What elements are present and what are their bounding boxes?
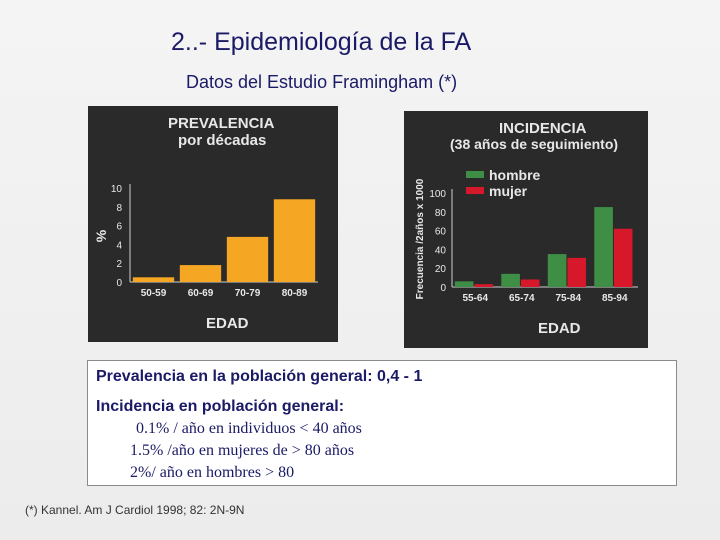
chart-title: INCIDENCIA: [499, 120, 587, 137]
info-item: 0.1% / año en individuos < 40 años: [136, 420, 362, 437]
y-tick-label: 100: [429, 189, 446, 200]
bar-hombre: [501, 273, 520, 287]
legend-label: hombre: [489, 167, 541, 183]
bar-mujer: [613, 228, 633, 287]
y-tick-label: 20: [435, 264, 447, 275]
info-incidencia: Incidencia en población general:: [96, 398, 345, 415]
bar-mujer: [567, 257, 586, 287]
legend-swatch: [466, 187, 484, 194]
y-tick-label: 2: [116, 259, 122, 270]
bar: [273, 199, 316, 282]
bar-hombre: [547, 254, 567, 287]
legend-swatch: [466, 171, 484, 178]
info-prevalencia: Prevalencia en la población general: 0,4…: [96, 368, 423, 385]
bar-mujer: [520, 279, 540, 287]
y-tick-label: 10: [111, 184, 123, 195]
info-item: 2%/ año en hombres > 80: [130, 464, 295, 481]
x-tick-label: 55-64: [462, 293, 488, 304]
y-tick-label: 40: [435, 245, 447, 256]
y-tick-label: 0: [116, 278, 122, 289]
chart-title: PREVALENCIA: [168, 115, 275, 132]
x-tick-label: 60-69: [188, 288, 214, 299]
y-tick-label: 4: [116, 240, 122, 251]
y-tick-label: 8: [116, 203, 122, 214]
x-axis-label: EDAD: [206, 315, 249, 332]
chart-subtitle: por décadas: [178, 132, 266, 149]
x-tick-label: 75-84: [555, 293, 581, 304]
chart-subtitle: (38 años de seguimiento): [450, 136, 618, 152]
y-tick-label: 80: [435, 208, 447, 219]
x-tick-label: 65-74: [509, 293, 535, 304]
y-tick-label: 0: [440, 283, 446, 294]
bar: [179, 265, 222, 282]
footnote: (*) Kannel. Am J Cardiol 1998; 82: 2N-9N: [25, 503, 245, 517]
y-axis-label: %: [93, 229, 109, 242]
bar-mujer: [474, 284, 493, 287]
x-tick-label: 85-94: [602, 293, 628, 304]
page-title: 2..- Epidemiología de la FA: [171, 28, 472, 56]
info-box: Prevalencia en la población general: 0,4…: [87, 360, 677, 486]
bar-hombre: [594, 207, 613, 287]
info-item: 1.5% /año en mujeres de > 80 años: [130, 442, 355, 459]
bar: [132, 277, 175, 282]
y-axis-label: Frecuencia /2años x 1000: [415, 178, 426, 299]
legend-label: mujer: [489, 183, 528, 199]
y-tick-label: 6: [116, 222, 122, 233]
x-axis-label: EDAD: [538, 320, 581, 337]
prevalencia-chart: PREVALENCIA por décadas 0 2 4 6 8 10% 50-59 60-69…: [88, 106, 338, 342]
page-subtitle: Datos del Estudio Framingham (*): [186, 72, 458, 92]
incidencia-chart-svg: INCIDENCIA(38 años de seguimiento) hombre…: [415, 120, 638, 337]
incidencia-chart: INCIDENCIA (38 años de seguimiento) hombre…: [404, 111, 648, 348]
x-tick-label: 70-79: [235, 288, 261, 299]
x-tick-label: 80-89: [282, 288, 308, 299]
x-tick-label: 50-59: [141, 288, 167, 299]
bar-hombre: [454, 281, 474, 287]
y-tick-label: 60: [435, 227, 447, 238]
bar: [226, 236, 269, 282]
